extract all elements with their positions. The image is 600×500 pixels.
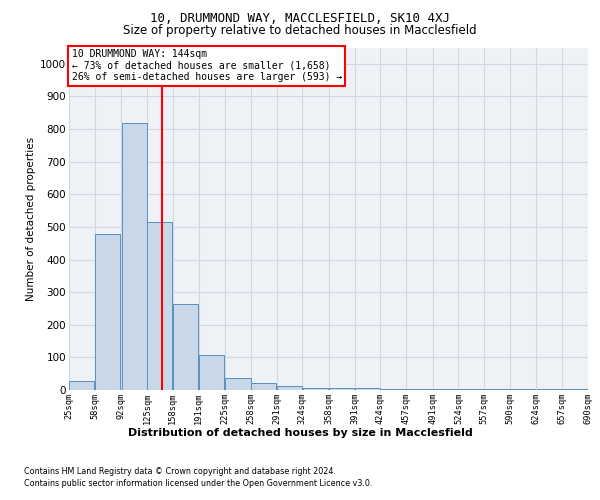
Bar (199, 355, 224, 390)
Y-axis label: Number of detached properties: Number of detached properties (26, 136, 36, 301)
Text: Contains HM Land Registry data © Crown copyright and database right 2024.: Contains HM Land Registry data © Crown c… (24, 468, 336, 476)
Bar (251, 384, 276, 390)
Bar (122, 122, 147, 390)
Bar (70, 381, 94, 390)
Bar (329, 388, 355, 390)
Bar (277, 386, 302, 390)
Bar (173, 304, 198, 390)
Bar (226, 378, 251, 390)
Bar (302, 388, 328, 390)
Text: 10, DRUMMOND WAY, MACCLESFIELD, SK10 4XJ: 10, DRUMMOND WAY, MACCLESFIELD, SK10 4XJ (150, 12, 450, 26)
Text: Contains public sector information licensed under the Open Government Licence v3: Contains public sector information licen… (24, 479, 373, 488)
Text: Distribution of detached houses by size in Macclesfield: Distribution of detached houses by size … (128, 428, 472, 438)
Bar (148, 222, 172, 390)
Text: 10 DRUMMOND WAY: 144sqm
← 73% of detached houses are smaller (1,658)
26% of semi: 10 DRUMMOND WAY: 144sqm ← 73% of detache… (71, 49, 342, 82)
Bar (355, 388, 380, 390)
Bar (95, 234, 120, 390)
Text: Size of property relative to detached houses in Macclesfield: Size of property relative to detached ho… (123, 24, 477, 37)
